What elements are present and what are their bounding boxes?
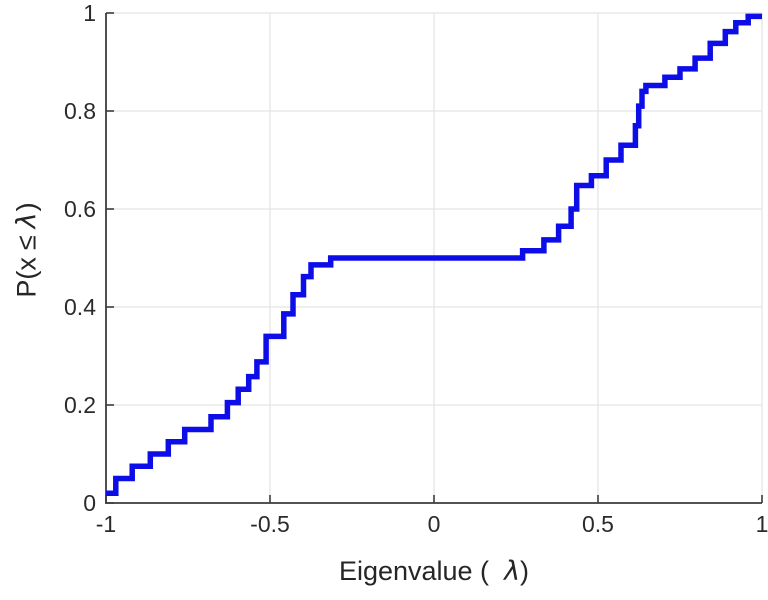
y-tick-label: 0.4	[64, 294, 96, 320]
y-axis-label-close: )	[11, 202, 42, 212]
x-axis-label-close: )	[520, 556, 530, 586]
y-tick-label: 0.6	[64, 196, 96, 222]
eigenvalue-ecdf	[106, 13, 762, 496]
y-tick-label: 0.2	[64, 392, 96, 418]
x-tick-label: -1	[96, 511, 116, 537]
x-axis-label-text: Eigenvalue (	[338, 556, 490, 586]
lambda-symbol: λ	[11, 212, 43, 229]
x-axis-label: Eigenvalue ( λ)	[106, 556, 762, 587]
x-tick-label: 1	[756, 511, 768, 537]
x-tick-label: 0.5	[582, 511, 614, 537]
y-tick-label: 1	[83, 0, 96, 26]
y-tick-label: 0.8	[64, 98, 96, 124]
lambda-symbol: λ	[504, 556, 521, 587]
y-tick-label: 0	[83, 490, 96, 516]
y-axis-label-text: P(x	[11, 257, 42, 298]
y-axis-label: P(x ≤ λ)	[12, 202, 43, 297]
x-tick-label: 0	[428, 511, 441, 537]
x-tick-label: -0.5	[250, 511, 290, 537]
leq-symbol: ≤	[11, 235, 42, 251]
